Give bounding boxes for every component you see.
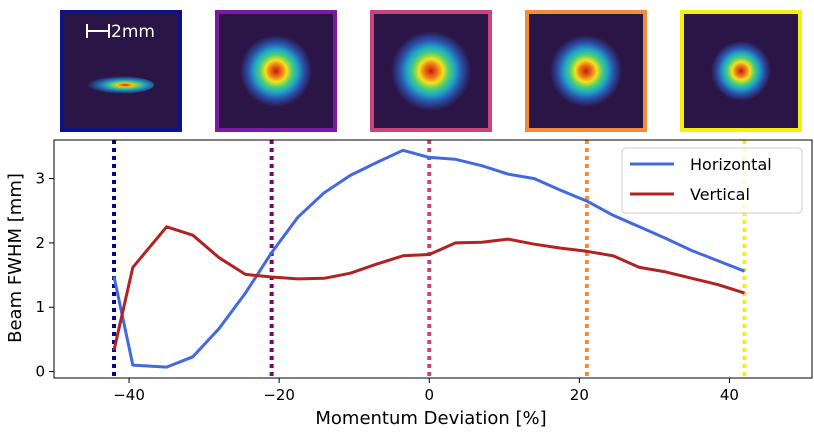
- legend: Horizontal Vertical: [621, 147, 803, 214]
- scale-bar: 2mm: [86, 22, 155, 42]
- beam-inset-3: [525, 10, 647, 132]
- x-axis-ticks: −40 −20 0 20 40: [113, 378, 739, 404]
- y-tick-label: 3: [35, 170, 45, 188]
- y-tick-label: 0: [35, 363, 45, 381]
- y-axis-label: Beam FWHM [mm]: [5, 173, 26, 343]
- scale-bar-label: 2mm: [111, 22, 155, 42]
- beam-spot: [550, 35, 622, 107]
- plot-area: −40 −20 0 20 40 0 1 2 3: [35, 139, 813, 404]
- inset-background: [62, 12, 180, 130]
- inset-border: [215, 10, 337, 132]
- y-axis-ticks: 0 1 2 3: [35, 170, 54, 381]
- inset-border: [680, 10, 802, 132]
- beam-inset-0: [60, 10, 182, 132]
- series-line-horizontal: [112, 148, 746, 369]
- beam-inset-1: [215, 10, 337, 132]
- legend-label-vertical: Vertical: [690, 185, 750, 204]
- legend-label-horizontal: Horizontal: [690, 155, 772, 174]
- y-tick-label: 1: [35, 298, 45, 316]
- beam-inset-4: [680, 10, 802, 132]
- inset-border: [60, 10, 182, 132]
- inset-border: [370, 10, 492, 132]
- x-tick-label: −20: [263, 386, 295, 404]
- beam-spot: [78, 76, 154, 94]
- x-tick-label: −40: [113, 386, 145, 404]
- y-tick-label: 2: [35, 234, 45, 252]
- beam-profile-insets: [60, 10, 802, 132]
- x-tick-label: 40: [720, 386, 739, 404]
- series-lines: [112, 148, 746, 369]
- x-axis-label: Momentum Deviation [%]: [315, 408, 546, 429]
- beam-spot: [711, 41, 771, 101]
- inset-border: [525, 10, 647, 132]
- series-line-vertical: [112, 225, 745, 351]
- beam-inset-2: [370, 10, 492, 132]
- x-tick-label: 20: [570, 386, 589, 404]
- beam-spot: [240, 35, 312, 107]
- x-tick-label: 0: [424, 386, 434, 404]
- plot-frame: [53, 139, 813, 379]
- beam-spot: [391, 31, 471, 111]
